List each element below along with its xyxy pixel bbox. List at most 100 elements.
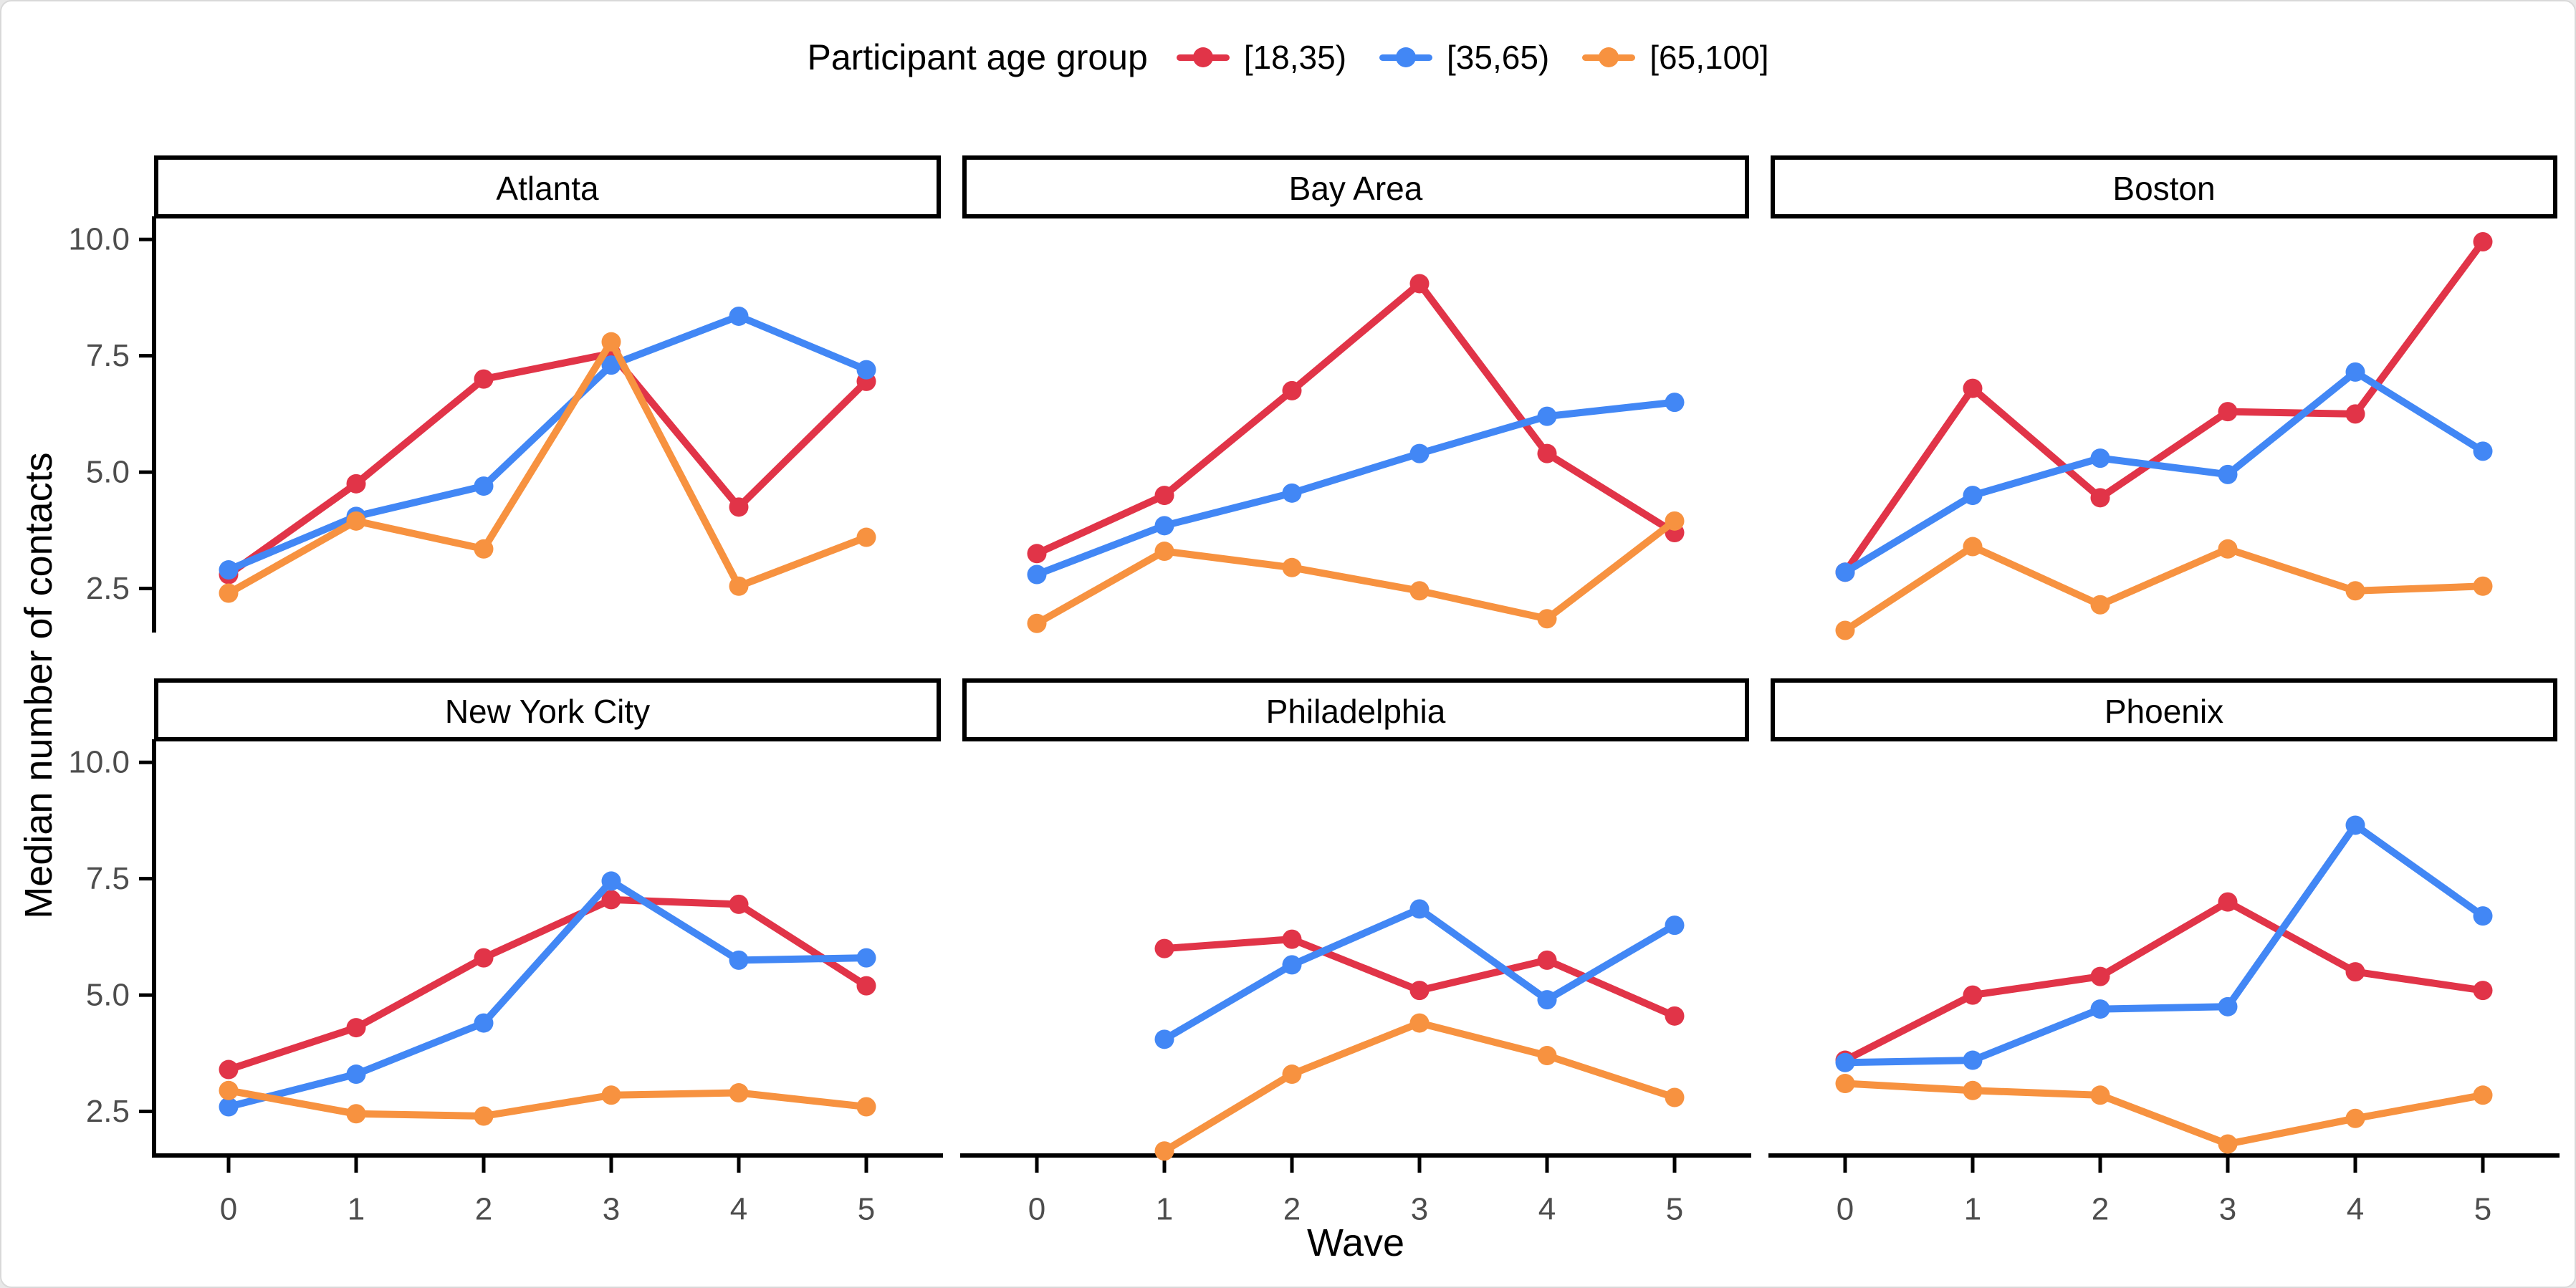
series-line-35-65 xyxy=(1033,398,1678,578)
data-point-65-100-wave-1 xyxy=(1963,537,1983,557)
legend-item-18-35: [18,35) xyxy=(1176,38,1346,77)
data-point-35-65-wave-5 xyxy=(2473,906,2493,926)
x-axis-title: Wave xyxy=(1306,1221,1405,1264)
facet-strip-title: Boston xyxy=(2112,170,2215,207)
x-tick-label: 2 xyxy=(475,1192,492,1227)
data-point-18-35-wave-3 xyxy=(2218,402,2238,422)
data-point-65-100-wave-5 xyxy=(2473,1085,2493,1105)
data-point-65-100-wave-3 xyxy=(1409,1013,1430,1033)
facet-boston: Boston xyxy=(1771,155,2557,640)
data-point-35-65-wave-4 xyxy=(1537,990,1557,1010)
legend-item-65-100: [65,100] xyxy=(1582,38,1769,77)
data-point-35-65-wave-5 xyxy=(856,360,876,380)
data-point-35-65-wave-2 xyxy=(2090,448,2110,468)
data-point-65-100-wave-1 xyxy=(346,511,366,531)
x-tick-label: 3 xyxy=(1411,1192,1428,1227)
facet-strip-title: Philadelphia xyxy=(1266,693,1446,730)
data-point-65-100-wave-2 xyxy=(2090,595,2110,615)
data-point-35-65-wave-3 xyxy=(601,871,621,891)
series-line-18-35 xyxy=(1842,238,2486,576)
series-line-35-65 xyxy=(225,877,870,1110)
data-point-18-35-wave-1 xyxy=(346,1018,366,1038)
data-point-65-100-wave-0 xyxy=(219,1080,239,1100)
x-tick-label: 0 xyxy=(1837,1192,1854,1227)
data-point-65-100-wave-3 xyxy=(2218,1134,2238,1154)
legend-item-label: [35,65) xyxy=(1447,39,1550,76)
y-tick-label: 2.5 xyxy=(86,1094,130,1129)
series-line-65-100 xyxy=(225,338,870,597)
data-point-65-100-wave-3 xyxy=(601,332,621,352)
facet-strip-title: New York City xyxy=(445,693,650,730)
data-point-18-35-wave-5 xyxy=(1665,1006,1685,1026)
facet-phoenix: Phoenix 0 1 2 3 4 5 xyxy=(1768,678,2560,1227)
facet-strip-title: Phoenix xyxy=(2105,693,2223,730)
data-point-18-35-wave-5 xyxy=(2473,981,2493,1001)
data-point-65-100-wave-2 xyxy=(474,1106,494,1126)
y-tick-label: 5.0 xyxy=(86,978,130,1013)
data-point-18-35-wave-4 xyxy=(2345,404,2365,424)
data-point-65-100-wave-0 xyxy=(219,583,239,603)
data-point-35-65-wave-1 xyxy=(346,1064,366,1085)
y-tick-label: 7.5 xyxy=(86,861,130,896)
data-point-35-65-wave-3 xyxy=(2218,996,2238,1017)
series-line-65-100 xyxy=(1842,543,2486,634)
y-tick-label: 7.5 xyxy=(86,338,130,373)
data-point-65-100-wave-2 xyxy=(1282,1064,1302,1085)
x-tick-label: 5 xyxy=(1666,1192,1683,1227)
x-tick-label: 5 xyxy=(2474,1192,2491,1227)
legend-marker-dot xyxy=(1396,47,1417,67)
x-tick-label: 1 xyxy=(348,1192,365,1227)
data-point-35-65-wave-4 xyxy=(1537,406,1557,426)
data-point-65-100-wave-4 xyxy=(2345,581,2365,601)
facet-strip xyxy=(1771,155,2557,218)
data-point-35-65-wave-5 xyxy=(2473,441,2493,461)
x-tick-label: 4 xyxy=(730,1192,747,1227)
data-point-65-100-wave-2 xyxy=(2090,1085,2110,1105)
legend-line-dot-icon xyxy=(1379,45,1433,69)
data-point-65-100-wave-0 xyxy=(1835,620,1855,640)
series-line-18-35 xyxy=(1842,898,2486,1064)
data-point-35-65-wave-5 xyxy=(1665,915,1685,936)
data-point-18-35-wave-1 xyxy=(1963,985,1983,1005)
data-point-18-35-wave-4 xyxy=(1537,443,1557,463)
x-tick-label: 3 xyxy=(603,1192,620,1227)
data-point-65-100-wave-3 xyxy=(601,1085,621,1105)
data-point-18-35-wave-5 xyxy=(856,976,876,996)
data-point-65-100-wave-1 xyxy=(346,1104,366,1124)
legend-line-dot-icon xyxy=(1582,45,1636,69)
facet-bay-area: Bay Area xyxy=(962,155,1749,633)
data-point-18-35-wave-2 xyxy=(1282,380,1302,400)
data-point-35-65-wave-1 xyxy=(1154,516,1174,536)
series-line-18-35 xyxy=(225,895,870,1074)
data-point-65-100-wave-0 xyxy=(1027,613,1047,633)
x-tick-label: 2 xyxy=(2092,1192,2109,1227)
legend-item-35-65: [35,65) xyxy=(1379,38,1549,77)
data-point-35-65-wave-4 xyxy=(2345,362,2365,382)
facet-new-york-city: New York City 2.5 5.0 7.5 10.0 0 1 2 3 4 5 xyxy=(68,678,943,1227)
data-point-18-35-wave-1 xyxy=(1154,486,1174,506)
data-point-65-100-wave-5 xyxy=(2473,576,2493,596)
series-line-35-65 xyxy=(225,312,870,574)
data-point-35-65-wave-3 xyxy=(1409,443,1430,463)
data-point-35-65-wave-3 xyxy=(601,355,621,375)
y-tick-label: 10.0 xyxy=(68,745,130,780)
data-point-35-65-wave-1 xyxy=(1154,1029,1174,1049)
facet-philadelphia: Philadelphia 0 1 2 3 4 5 xyxy=(960,678,1751,1227)
data-point-18-35-wave-3 xyxy=(2218,892,2238,912)
data-point-18-35-wave-1 xyxy=(1963,378,1983,398)
data-point-35-65-wave-4 xyxy=(729,950,749,970)
x-tick-label: 0 xyxy=(220,1192,237,1227)
x-tick-label: 1 xyxy=(1964,1192,1981,1227)
data-point-18-35-wave-2 xyxy=(2090,488,2110,508)
data-point-65-100-wave-1 xyxy=(1154,542,1174,562)
series-line-18-35 xyxy=(1161,936,1678,1020)
data-point-18-35-wave-2 xyxy=(474,948,494,968)
data-point-35-65-wave-2 xyxy=(474,476,494,496)
data-point-65-100-wave-5 xyxy=(856,1097,876,1117)
data-point-18-35-wave-0 xyxy=(1027,544,1047,564)
legend-items: [18,35) [35,65) [65,100] xyxy=(1176,38,1769,77)
data-point-35-65-wave-3 xyxy=(2218,464,2238,484)
data-point-65-100-wave-5 xyxy=(1665,1087,1685,1107)
data-point-65-100-wave-5 xyxy=(856,527,876,547)
